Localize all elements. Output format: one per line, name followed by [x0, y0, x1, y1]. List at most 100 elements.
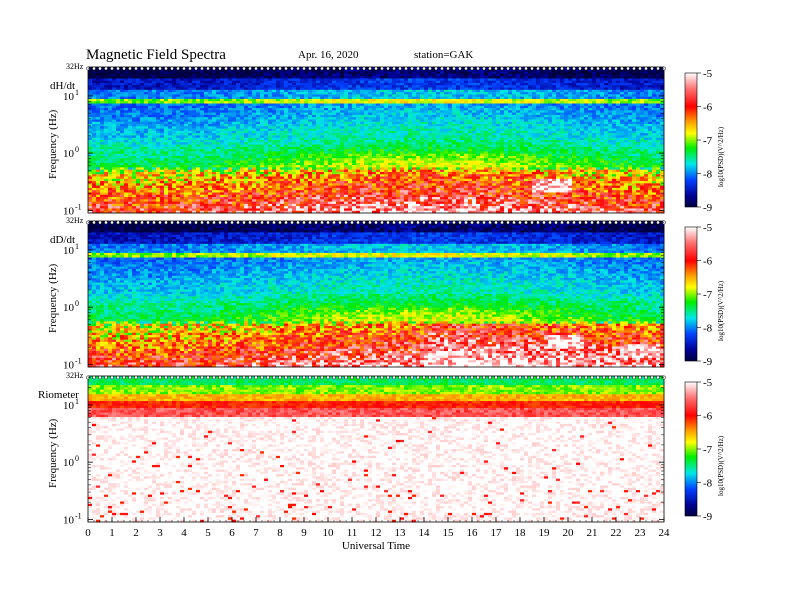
top-tick-mark: [566, 376, 569, 379]
top-tick-mark: [188, 221, 191, 224]
top-tick-mark: [266, 221, 269, 224]
y-tick-label-exponent: -1: [75, 202, 82, 211]
top-tick-mark: [584, 67, 587, 70]
top-tick-mark: [590, 67, 593, 70]
top-tick-mark: [212, 376, 215, 379]
top-tick-mark: [500, 221, 503, 224]
top-tick-mark: [242, 221, 245, 224]
top-tick-mark: [530, 221, 533, 224]
top-tick-mark: [128, 221, 131, 224]
top-tick-mark: [272, 376, 275, 379]
top-tick-mark: [212, 221, 215, 224]
top-tick-mark: [572, 376, 575, 379]
top-tick-mark: [188, 67, 191, 70]
top-tick-mark: [434, 67, 437, 70]
top-tick-mark: [638, 67, 641, 70]
panel-label: dH/dt: [50, 80, 75, 92]
top-tick-mark: [230, 376, 233, 379]
top-tick-mark: [548, 67, 551, 70]
x-tick-label: 23: [635, 527, 647, 539]
top-tick-mark: [470, 221, 473, 224]
top-tick-mark: [158, 67, 161, 70]
colorbar: [685, 227, 697, 361]
top-tick-mark: [596, 67, 599, 70]
top-tick-mark: [356, 67, 359, 70]
top-tick-mark: [194, 376, 197, 379]
top-tick-mark: [326, 67, 329, 70]
top-tick-mark: [422, 67, 425, 70]
top-tick-mark: [518, 67, 521, 70]
top-tick-mark: [272, 221, 275, 224]
top-tick-mark: [116, 376, 119, 379]
top-tick-mark: [638, 376, 641, 379]
top-tick-mark: [632, 221, 635, 224]
top-tick-mark: [656, 376, 659, 379]
top-tick-mark: [488, 67, 491, 70]
y-tick-label-exponent: 0: [75, 145, 79, 154]
top-tick-mark: [398, 67, 401, 70]
top-tick-mark: [242, 376, 245, 379]
top-tick-mark: [620, 376, 623, 379]
top-tick-mark: [644, 67, 647, 70]
top-tick-mark: [452, 67, 455, 70]
top-tick-mark: [284, 376, 287, 379]
top-tick-mark: [176, 376, 179, 379]
top-tick-mark: [278, 67, 281, 70]
panel-label: Riometer: [38, 389, 79, 401]
top-tick-mark: [446, 376, 449, 379]
top-tick-mark: [236, 221, 239, 224]
top-frequency-label: 32Hz: [66, 216, 84, 225]
top-tick-mark: [152, 376, 155, 379]
top-tick-mark: [524, 376, 527, 379]
top-tick-mark: [320, 376, 323, 379]
top-tick-mark: [518, 221, 521, 224]
top-tick-mark: [272, 67, 275, 70]
top-tick-mark: [464, 221, 467, 224]
top-tick-mark: [368, 221, 371, 224]
top-tick-mark: [608, 376, 611, 379]
top-tick-mark: [494, 221, 497, 224]
top-tick-mark: [146, 67, 149, 70]
top-tick-mark: [212, 67, 215, 70]
top-tick-mark: [398, 221, 401, 224]
top-tick-mark: [182, 376, 185, 379]
top-tick-mark: [632, 376, 635, 379]
top-tick-mark: [332, 221, 335, 224]
top-tick-mark: [350, 67, 353, 70]
top-tick-mark: [374, 221, 377, 224]
top-tick-mark: [560, 221, 563, 224]
colorbar-tick-label: -8: [703, 478, 713, 490]
top-tick-mark: [554, 376, 557, 379]
x-tick-label: 5: [205, 527, 211, 539]
top-tick-mark: [206, 67, 209, 70]
top-tick-mark: [410, 376, 413, 379]
top-tick-mark: [140, 67, 143, 70]
y-tick-label-base: 10: [63, 302, 75, 314]
colorbar-tick-label: -8: [703, 323, 713, 335]
top-tick-mark: [128, 67, 131, 70]
top-tick-mark: [104, 67, 107, 70]
top-tick-mark: [122, 67, 125, 70]
top-tick-mark: [374, 67, 377, 70]
top-tick-mark: [380, 221, 383, 224]
colorbar-tick-label: -6: [703, 256, 713, 268]
top-tick-mark: [182, 67, 185, 70]
top-tick-mark: [152, 221, 155, 224]
top-tick-mark: [320, 67, 323, 70]
top-tick-mark: [398, 376, 401, 379]
x-tick-label: 24: [659, 527, 671, 539]
top-tick-mark: [578, 221, 581, 224]
top-tick-mark: [170, 221, 173, 224]
top-tick-mark: [188, 376, 191, 379]
top-tick-mark: [230, 221, 233, 224]
x-tick-label: 11: [347, 527, 358, 539]
top-tick-mark: [392, 221, 395, 224]
x-tick-label: 7: [253, 527, 259, 539]
top-tick-mark: [164, 221, 167, 224]
top-tick-mark: [506, 376, 509, 379]
top-tick-mark: [278, 221, 281, 224]
top-tick-mark: [140, 221, 143, 224]
top-tick-mark: [656, 221, 659, 224]
top-tick-mark: [428, 221, 431, 224]
